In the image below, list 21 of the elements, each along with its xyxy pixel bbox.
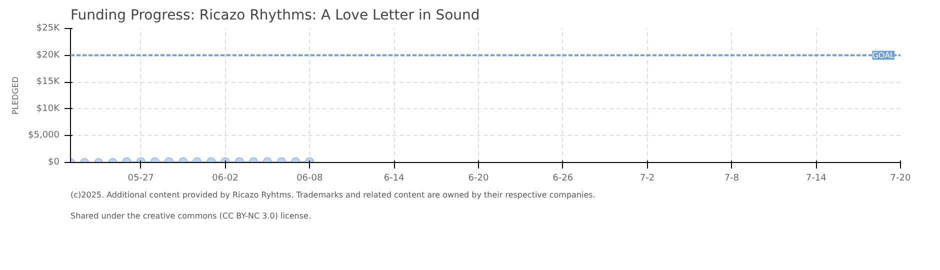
x-tick-label: 6-14	[384, 174, 405, 184]
x-tick-label: 7-8	[724, 174, 740, 184]
y-tick-label: $20K	[36, 50, 61, 60]
y-tick-label: $15K	[36, 77, 61, 88]
x-tick-label: 6-20	[468, 174, 489, 184]
y-tick-label: $25K	[36, 24, 61, 34]
ref-line-label: GOAL	[872, 50, 896, 60]
x-tick-label: 7-14	[806, 174, 827, 184]
text: (c)2025. Additional content provided by Ricazo Ryhtms. Trademarks and related content are owned by their respective companies.	[70, 190, 596, 200]
y-tick-label: $10K	[36, 104, 61, 114]
x-tick-label: 7-2	[640, 174, 655, 184]
y-tick-label: $0	[48, 158, 60, 168]
x-tick-label: 06-02	[212, 174, 238, 184]
x-tick-label: 05-27	[128, 174, 154, 184]
y-tick-label: $5,000	[28, 130, 60, 141]
y-axis-title: PLEDGED	[11, 76, 20, 114]
text: Shared under the creative commons (CC BY-NC 3.0) license.	[70, 212, 311, 220]
x-tick-label: 6-26	[552, 174, 574, 184]
x-tick-label: 7-20	[890, 174, 911, 184]
chart-title: Funding Progress: Ricazo Rhythms: A Love Letter in Sound	[70, 8, 480, 24]
x-tick-label: 06-08	[296, 174, 323, 184]
